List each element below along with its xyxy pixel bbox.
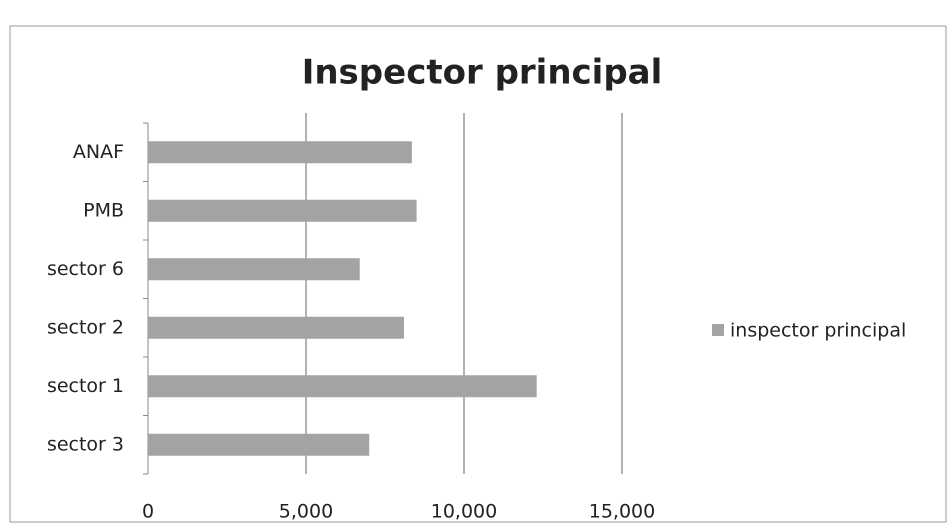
- chart-title: Inspector principal: [302, 53, 663, 93]
- y-tick-label: sector 3: [47, 433, 124, 455]
- y-tick-label: sector 6: [47, 258, 124, 280]
- bar: [148, 141, 412, 164]
- legend-swatch: [712, 324, 724, 336]
- y-tick-label: ANAF: [73, 141, 124, 163]
- bar: [148, 258, 360, 281]
- y-tick-label: PMB: [83, 199, 124, 221]
- x-tick-label: 5,000: [279, 501, 333, 523]
- bar: [148, 433, 370, 456]
- bar: [148, 199, 417, 222]
- y-tick-label: sector 1: [47, 375, 124, 397]
- x-tick-label: 15,000: [589, 501, 655, 523]
- x-tick-label: 0: [142, 501, 154, 523]
- x-tick-label: 10,000: [431, 501, 497, 523]
- bar: [148, 316, 404, 339]
- legend-label: inspector principal: [730, 320, 906, 342]
- bar: [148, 375, 537, 398]
- y-tick-label: sector 2: [47, 316, 124, 338]
